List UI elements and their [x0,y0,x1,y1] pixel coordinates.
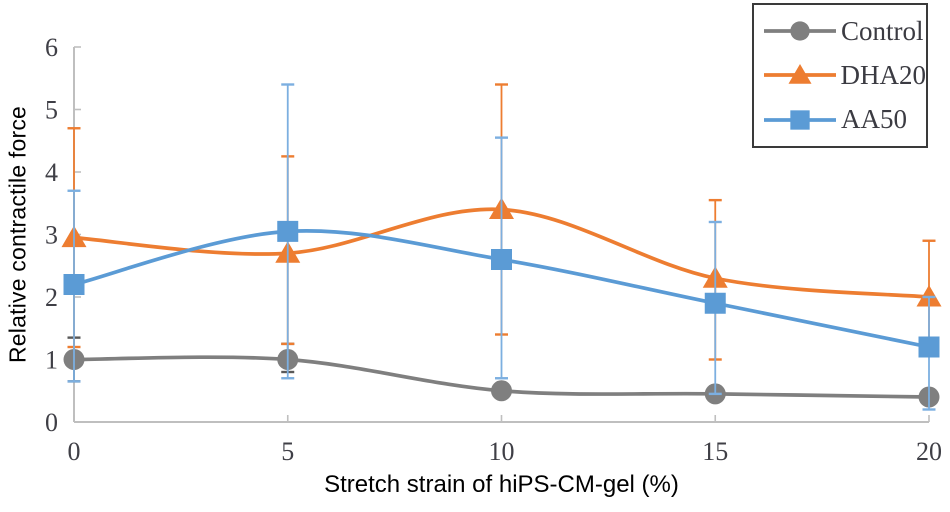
y-tick-label: 2 [45,283,58,312]
triangle-marker-icon [788,64,812,85]
legend-label-dha20: DHA20 [840,59,927,90]
square-marker-icon [764,110,836,130]
legend-item-control: Control [762,16,926,46]
x-axis-title: Stretch strain of hiPS-CM-gel (%) [324,471,679,498]
legend-label-control: Control [841,15,924,46]
circle-marker-icon [790,21,810,41]
circle-marker-icon [491,380,512,402]
triangle-marker-icon [764,64,836,85]
triangle-marker-icon [916,285,942,307]
y-tick-label: 1 [45,346,58,375]
y-tick-label: 4 [45,158,58,187]
y-tick-label: 6 [45,33,58,62]
circle-marker-icon [764,21,836,41]
square-marker-icon [704,292,726,314]
square-marker-icon [277,220,299,242]
square-marker-icon [63,274,85,295]
square-marker-icon [491,249,512,270]
x-tick-label: 15 [702,437,728,466]
y-tick-label: 0 [45,408,58,437]
y-tick-label: 5 [45,96,58,125]
series-aa50 [63,83,940,411]
x-tick-label: 10 [489,437,515,466]
y-axis-title: Relative contractile force [4,105,31,364]
x-tick-label: 5 [281,437,294,466]
legend: Control DHA20 AA50 [752,3,928,148]
square-marker-icon [918,336,940,358]
legend-item-dha20: DHA20 [762,60,926,90]
square-marker-icon [790,110,810,130]
x-tick-label: 0 [68,437,81,466]
legend-item-aa50: AA50 [762,105,926,135]
legend-label-aa50: AA50 [841,104,907,135]
x-tick-label: 20 [916,437,942,466]
y-tick-label: 3 [45,221,58,250]
